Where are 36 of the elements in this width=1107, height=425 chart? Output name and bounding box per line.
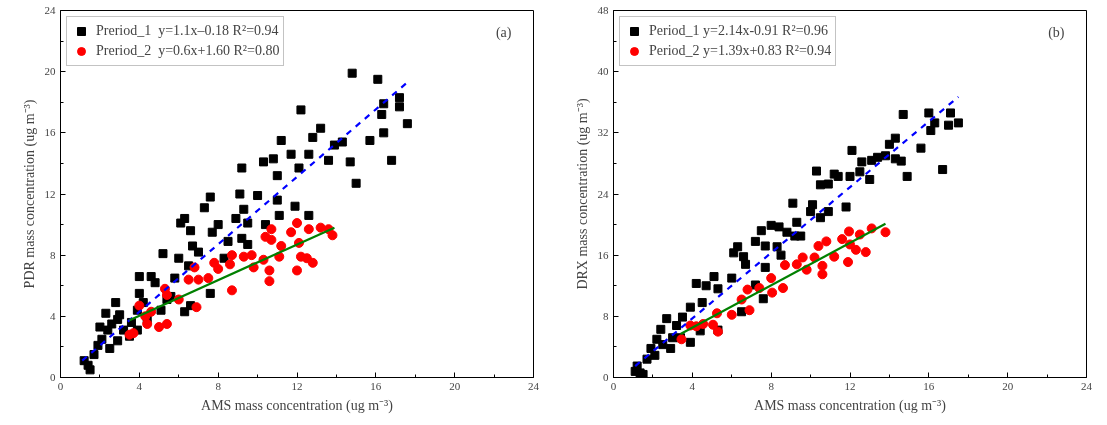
- annotation: (a): [495, 24, 512, 41]
- x-tick-label: 12: [291, 379, 303, 392]
- x-axis-title: AMS mass concentration (ug m⁻³): [201, 397, 394, 414]
- y-tick-label: 16: [597, 248, 609, 261]
- y-tick-label: 40: [597, 65, 609, 78]
- y-tick-label: 8: [603, 309, 609, 322]
- legend-label: Preriod_1 y=1.1x–0.18 R²=0.94: [96, 22, 279, 40]
- x-tick-label: 4: [136, 379, 143, 392]
- x-tick-label: 8: [768, 379, 775, 392]
- y-tick-label: 12: [44, 187, 56, 200]
- x-tick-label: 8: [215, 379, 222, 392]
- y-tick-label: 0: [603, 371, 609, 383]
- x-tick-label: 4: [689, 379, 696, 392]
- y-tick-label: 32: [597, 126, 609, 139]
- y-tick-label: 24: [597, 187, 609, 200]
- x-tick-label: 20: [449, 379, 461, 392]
- y-tick-label: 16: [44, 126, 56, 139]
- y-tick-label: 8: [50, 248, 56, 261]
- y-axis-title: DRX mass concentration (ug m⁻³): [574, 98, 591, 290]
- x-tick-label: 12: [844, 379, 856, 392]
- legend-label: Period_1 y=2.14x-0.91 R²=0.96: [649, 22, 829, 40]
- annotation: (b): [1048, 24, 1065, 41]
- y-tick-label: 4: [50, 309, 56, 322]
- y-axis-title: PDR mass concentration (ug m⁻³): [21, 99, 38, 289]
- legend-label: Preriod_2 y=0.6x+1.60 R²=0.80: [96, 42, 280, 60]
- x-tick-label: 24: [528, 379, 540, 392]
- x-tick-label: 16: [923, 379, 935, 392]
- y-tick-label: 0: [50, 371, 56, 383]
- y-tick-label: 48: [597, 4, 609, 16]
- x-tick-label: 24: [1081, 379, 1093, 392]
- y-tick-label: 20: [44, 65, 56, 78]
- legend-label: Period_2 y=1.39x+0.83 R²=0.94: [649, 42, 832, 60]
- x-tick-label: 20: [1002, 379, 1014, 392]
- y-tick-label: 24: [44, 4, 56, 16]
- x-axis-title: AMS mass concentration (ug m⁻³): [754, 397, 947, 414]
- x-tick-label: 16: [370, 379, 382, 392]
